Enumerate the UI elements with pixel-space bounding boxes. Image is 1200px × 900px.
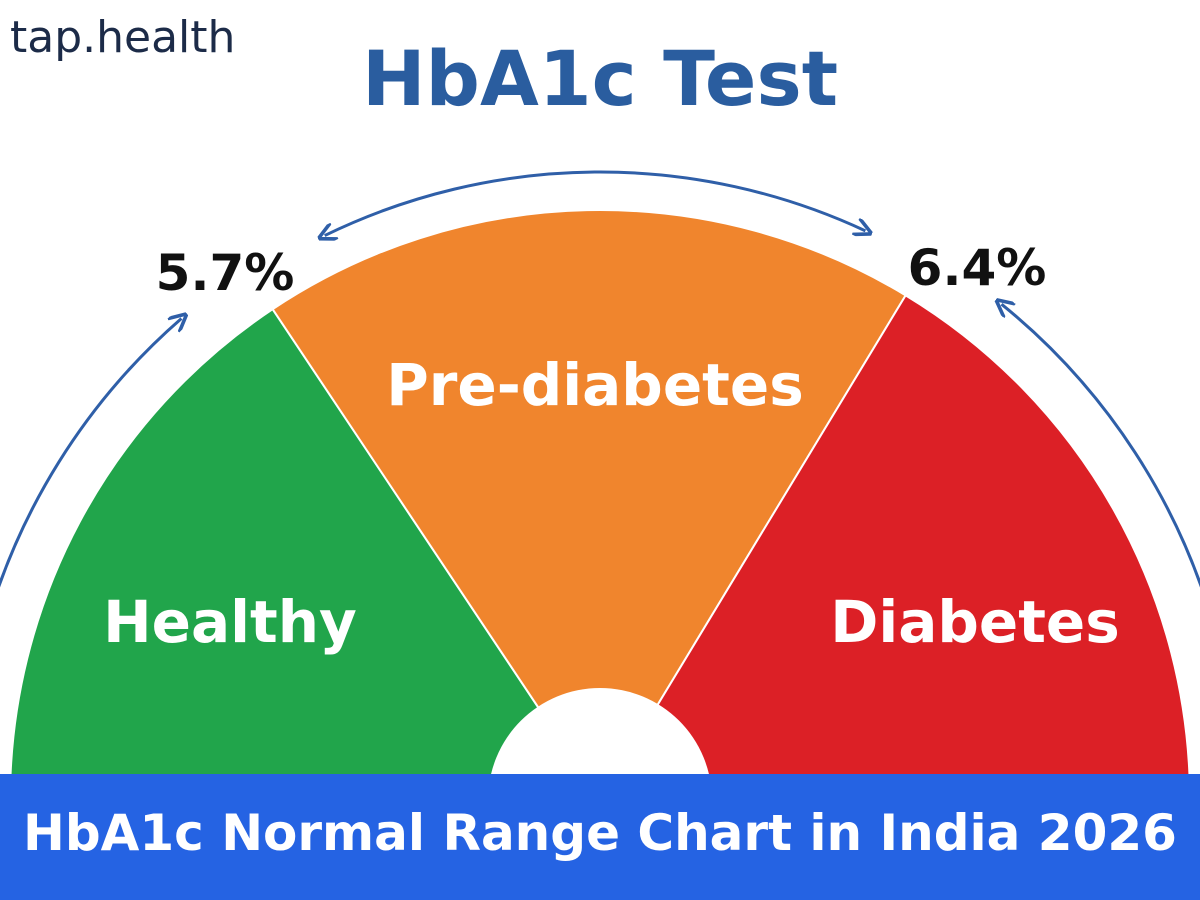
segment-label: Pre-diabetes xyxy=(386,351,804,419)
segment-label: Diabetes xyxy=(830,588,1120,656)
arrow xyxy=(325,170,866,236)
threshold-label: 5.7% xyxy=(156,244,295,302)
logo: tap.health xyxy=(10,12,235,63)
gauge xyxy=(0,170,1200,774)
arrow xyxy=(0,318,181,588)
gauge-hub xyxy=(491,688,709,774)
prediabetes-segment xyxy=(271,209,908,774)
threshold-label: 6.4% xyxy=(908,239,1047,297)
diabetes-segment xyxy=(614,293,1191,774)
arrow xyxy=(1002,304,1200,588)
banner xyxy=(0,774,1200,900)
segment-label: Healthy xyxy=(103,588,357,656)
banner-text: HbA1c Normal Range Chart in India 2026 xyxy=(23,804,1177,862)
title: HbA1c Test xyxy=(362,34,838,123)
healthy-segment xyxy=(9,307,584,774)
